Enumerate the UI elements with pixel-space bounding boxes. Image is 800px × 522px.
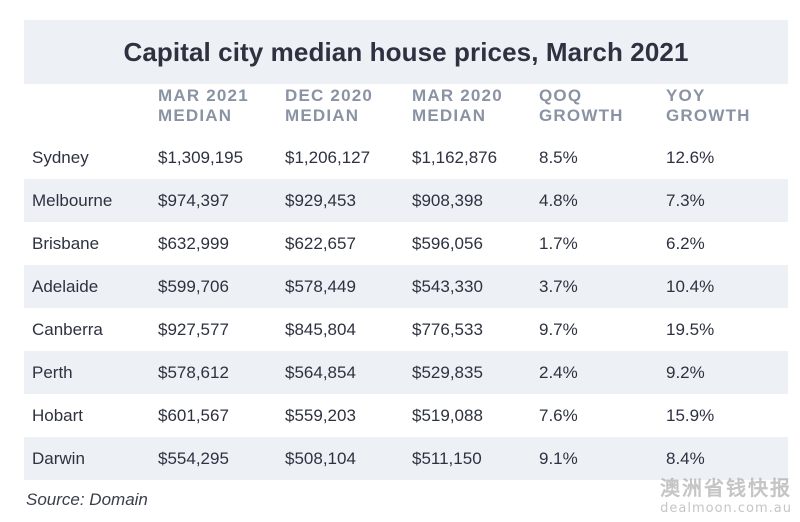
value-cell: $845,804 [285,319,356,339]
column-header-line1: MAR 2020 [412,86,503,105]
city-cell: Canberra [32,319,103,339]
value-cell: 7.3% [658,179,788,222]
value-cell: $929,453 [277,179,404,222]
column-header-line2: MEDIAN [412,106,487,125]
value-cell: $1,206,127 [285,147,371,167]
value-cell: $578,449 [277,265,404,308]
watermark-text: 澳洲省钱快报 [660,476,792,500]
value-cell: 19.5% [666,319,715,339]
table-title: Capital city median house prices, March … [123,36,689,67]
column-header-line1: MAR 2021 [158,86,249,105]
value-cell: 2.4% [531,351,658,394]
value-cell: 9.7% [539,319,578,339]
source-note: Source: Domain [26,490,148,509]
header-row: MAR 2021 MEDIAN DEC 2020 MEDIAN MAR 2020 MEDI… [24,84,788,136]
city-cell: Brisbane [32,233,100,253]
value-cell: $632,999 [158,233,229,253]
city-cell: Sydney [32,147,89,167]
watermark: 澳洲省钱快报 dealmoon.com.au [660,472,792,516]
table-body: Sydney $1,309,195 $1,206,127 $1,162,876 8.5%… [24,136,788,480]
column-header: DEC 2020 MEDIAN [277,84,404,136]
value-cell: 8.5% [539,147,578,167]
city-cell: Perth [24,351,150,394]
value-cell: 9.2% [658,351,788,394]
value-cell: $511,150 [404,437,531,480]
table-row: Sydney $1,309,195 $1,206,127 $1,162,876 8.5%… [24,136,788,179]
value-cell: 4.8% [531,179,658,222]
table-row: Darwin $554,295 $508,104 $511,150 9.1% 8.4% [24,437,788,480]
value-cell: $596,056 [412,233,483,253]
table-row: Adelaide $599,706 $578,449 $543,330 3.7% 10.4… [24,265,788,308]
value-cell: 12.6% [666,147,715,167]
watermark-url: dealmoon.com.au [660,501,792,516]
value-cell: 7.6% [539,405,578,425]
table-row: Melbourne $974,397 $929,453 $908,398 4.8% 7.3… [24,179,788,222]
price-table: MAR 2021 MEDIAN DEC 2020 MEDIAN MAR 2020 MEDI… [24,84,788,480]
price-table-card: Capital city median house prices, March … [24,20,788,480]
value-cell: 6.2% [666,233,705,253]
value-cell: $564,854 [277,351,404,394]
column-header: MAR 2020 MEDIAN [404,84,531,136]
value-cell: $622,657 [285,233,356,253]
value-cell: $1,162,876 [412,147,498,167]
value-cell: $927,577 [158,319,229,339]
value-cell: $543,330 [404,265,531,308]
table-row: Perth $578,612 $564,854 $529,835 2.4% 9.2% [24,351,788,394]
value-cell: $578,612 [150,351,277,394]
column-header-line2: MEDIAN [158,106,233,125]
column-header [24,84,150,136]
table-header: MAR 2021 MEDIAN DEC 2020 MEDIAN MAR 2020 MEDI… [24,84,788,136]
value-cell: $601,567 [158,405,229,425]
city-cell: Hobart [32,405,84,425]
column-header-line2: GROWTH [666,106,751,125]
column-header: YOY GROWTH [658,84,788,136]
value-cell: 8.4% [658,437,788,480]
value-cell: $519,088 [412,405,483,425]
table-row: Hobart $601,567 $559,203 $519,088 7.6% 15.9% [24,394,788,437]
value-cell: $776,533 [412,319,483,339]
value-cell: 3.7% [531,265,658,308]
value-cell: $508,104 [277,437,404,480]
value-cell: $974,397 [150,179,277,222]
column-header-line1: YOY [666,86,706,105]
title-bar: Capital city median house prices, March … [24,20,788,84]
column-header-line2: MEDIAN [285,106,360,125]
column-header-line1: QOQ [539,86,583,105]
value-cell: 9.1% [531,437,658,480]
value-cell: $559,203 [285,405,356,425]
city-cell: Melbourne [24,179,150,222]
table-row: Canberra $927,577 $845,804 $776,533 9.7% 19.5… [24,308,788,351]
value-cell: $908,398 [404,179,531,222]
value-cell: 1.7% [539,233,578,253]
city-cell: Adelaide [24,265,150,308]
column-header-line1: DEC 2020 [285,86,374,105]
table-row: Brisbane $632,999 $622,657 $596,056 1.7% 6.2% [24,222,788,265]
value-cell: $554,295 [150,437,277,480]
column-header: QOQ GROWTH [531,84,658,136]
column-header-line2: GROWTH [539,106,624,125]
value-cell: 10.4% [658,265,788,308]
value-cell: 15.9% [666,405,715,425]
city-cell: Darwin [24,437,150,480]
value-cell: $599,706 [150,265,277,308]
value-cell: $1,309,195 [158,147,244,167]
value-cell: $529,835 [404,351,531,394]
column-header: MAR 2021 MEDIAN [150,84,277,136]
